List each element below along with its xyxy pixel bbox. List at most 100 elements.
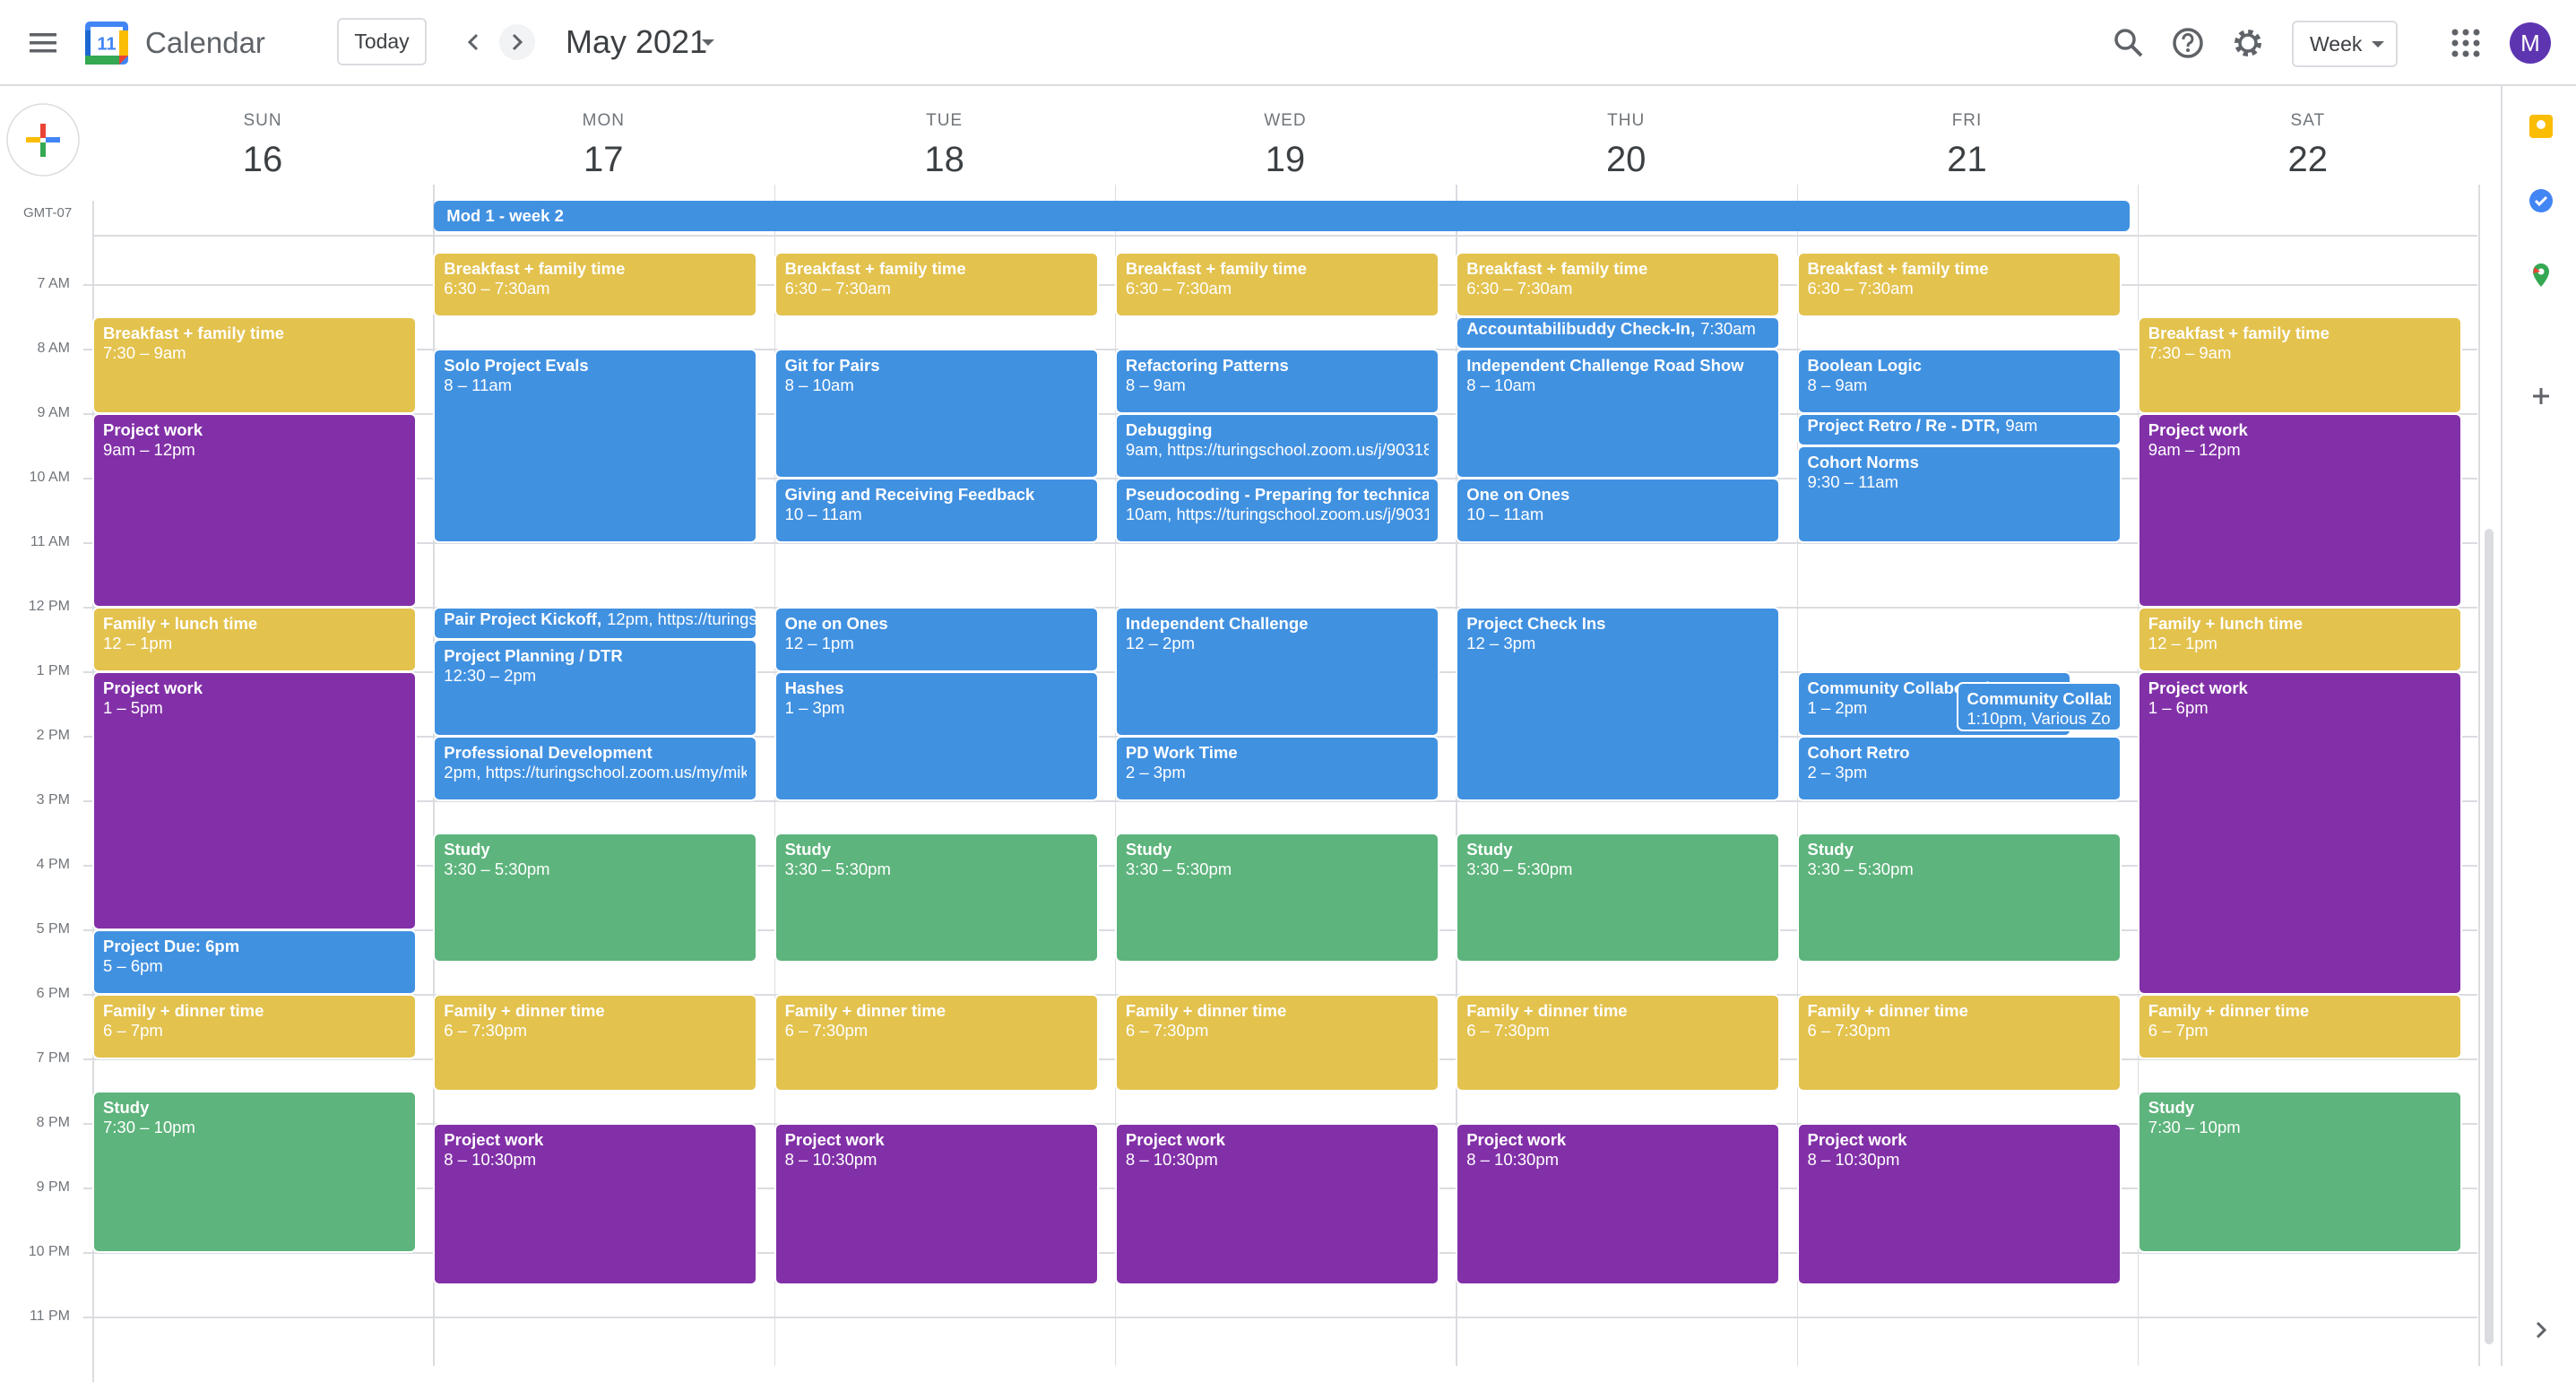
event[interactable]: Breakfast + family time 6:30 – 7:30am xyxy=(1114,252,1439,317)
event-title: Project Check Ins xyxy=(1466,614,1606,633)
event-time: 8 – 10:30pm xyxy=(1466,1150,1560,1169)
event[interactable]: Boolean Logic 8 – 9am xyxy=(1796,349,2122,414)
event-title: Solo Project Evals xyxy=(444,356,589,375)
event-title: Debugging xyxy=(1125,420,1213,439)
event[interactable]: Pseudocoding - Preparing for technical i… xyxy=(1114,478,1439,543)
period-dropdown[interactable] xyxy=(699,34,717,52)
event[interactable]: Family + lunch time 12 – 1pm xyxy=(92,607,417,672)
event[interactable]: Breakfast + family time 6:30 – 7:30am xyxy=(1796,252,2122,317)
event[interactable]: Breakfast + family time 7:30 – 9am xyxy=(92,316,417,414)
event[interactable]: One on Ones 10 – 11am xyxy=(1456,478,1781,543)
event[interactable]: Project work 8 – 10:30pm xyxy=(1796,1123,2122,1285)
day-date[interactable]: 16 xyxy=(242,140,283,179)
event[interactable]: Project Retro / Re - DTR, 9am xyxy=(1796,413,2122,446)
day-date[interactable]: 19 xyxy=(1265,140,1306,179)
hour-label: 11 PM xyxy=(29,1309,70,1324)
event[interactable]: Cohort Retro 2 – 3pm xyxy=(1796,736,2122,801)
event[interactable]: Debugging 9am, https://turingschool.zoom.… xyxy=(1114,413,1439,479)
event[interactable]: Breakfast + family time 6:30 – 7:30am xyxy=(774,252,1099,317)
event[interactable]: Study 3:30 – 5:30pm xyxy=(1456,833,1781,963)
event[interactable]: Professional Development 2pm, https://tur… xyxy=(433,736,758,801)
event[interactable]: Independent Challenge Road Show 8 – 10am xyxy=(1456,349,1781,479)
event[interactable]: Project work 8 – 10:30pm xyxy=(774,1123,1099,1285)
view-dropdown[interactable] xyxy=(2369,36,2387,54)
day-date[interactable]: 21 xyxy=(1947,140,1987,179)
event[interactable]: Git for Pairs 8 – 10am xyxy=(774,349,1099,479)
event-title: Project Retro / Re - DTR, xyxy=(1807,416,2001,435)
event[interactable]: Project work 1 – 6pm xyxy=(2137,671,2462,995)
event[interactable]: Project work 8 – 10:30pm xyxy=(1456,1123,1781,1285)
prev-button[interactable] xyxy=(455,24,491,60)
event[interactable]: Family + dinner time 6 – 7:30pm xyxy=(1114,994,1439,1092)
event-time: 8 – 10am xyxy=(1466,376,1536,394)
keep-icon[interactable] xyxy=(2528,113,2554,140)
event-time: 8 – 11am xyxy=(444,376,513,394)
day-date[interactable]: 18 xyxy=(924,140,964,179)
event[interactable]: One on Ones 12 – 1pm xyxy=(774,607,1099,672)
event[interactable]: PD Work Time 2 – 3pm xyxy=(1114,736,1439,801)
scrollbar[interactable] xyxy=(2485,529,2494,1344)
event[interactable]: Family + dinner time 6 – 7:30pm xyxy=(774,994,1099,1092)
event[interactable]: Project work 9am – 12pm xyxy=(2137,413,2462,608)
event[interactable]: Cohort Norms 9:30 – 11am xyxy=(1796,445,2122,543)
event[interactable]: Project work 9am – 12pm xyxy=(92,413,417,608)
event[interactable]: Project Check Ins 12 – 3pm xyxy=(1456,607,1781,801)
apps-button[interactable] xyxy=(2450,27,2482,59)
next-button[interactable] xyxy=(499,24,535,60)
event[interactable]: Breakfast + family time 6:30 – 7:30am xyxy=(1456,252,1781,317)
event[interactable]: Family + lunch time 12 – 1pm xyxy=(2137,607,2462,672)
event-time: 12pm, https://turingsc xyxy=(607,609,758,628)
hour-label: 1 PM xyxy=(36,663,70,678)
app-logo[interactable]: 11 xyxy=(85,22,128,65)
event[interactable]: Family + dinner time 6 – 7:30pm xyxy=(1456,994,1781,1092)
event[interactable]: Family + dinner time 6 – 7pm xyxy=(92,994,417,1059)
event[interactable]: Project work 8 – 10:30pm xyxy=(433,1123,758,1285)
event[interactable]: Solo Project Evals 8 – 11am xyxy=(433,349,758,543)
expand-panel[interactable] xyxy=(2529,1318,2553,1342)
create-button[interactable] xyxy=(4,100,82,179)
event[interactable]: Project work 8 – 10:30pm xyxy=(1114,1123,1439,1285)
hour-label: 7 AM xyxy=(37,276,70,291)
event[interactable]: Breakfast + family time 6:30 – 7:30am xyxy=(433,252,758,317)
event[interactable]: Hashes 1 – 3pm xyxy=(774,671,1099,801)
event[interactable]: Family + dinner time 6 – 7pm xyxy=(2137,994,2462,1059)
all-day-event[interactable]: Mod 1 - week 2 xyxy=(434,201,2130,231)
day-of-week: TUE xyxy=(926,111,964,130)
tasks-icon[interactable] xyxy=(2528,187,2554,214)
event-time: 7:30am xyxy=(1700,319,1756,338)
maps-icon[interactable] xyxy=(2528,262,2554,289)
event[interactable]: Pair Project Kickoff, 12pm, https://turin… xyxy=(433,607,758,640)
event[interactable]: Giving and Receiving Feedback 10 – 11am xyxy=(774,478,1099,543)
menu-button[interactable] xyxy=(27,27,59,59)
event[interactable]: Study 3:30 – 5:30pm xyxy=(1114,833,1439,963)
event[interactable]: Study 3:30 – 5:30pm xyxy=(1796,833,2122,963)
search-button[interactable] xyxy=(2111,25,2147,61)
event[interactable]: Project work 1 – 5pm xyxy=(92,671,417,930)
event[interactable]: Project Planning / DTR 12:30 – 2pm xyxy=(433,639,758,737)
event[interactable]: Accountabilibuddy Check-In, 7:30am xyxy=(1456,316,1781,350)
event-title: Project work xyxy=(444,1130,544,1149)
event[interactable]: Study 3:30 – 5:30pm xyxy=(774,833,1099,963)
event[interactable]: Study 7:30 – 10pm xyxy=(92,1091,417,1253)
event[interactable]: Independent Challenge 12 – 2pm xyxy=(1114,607,1439,737)
event[interactable]: Study 7:30 – 10pm xyxy=(2137,1091,2462,1253)
event[interactable]: Study 3:30 – 5:30pm xyxy=(433,833,758,963)
day-date[interactable]: 22 xyxy=(2287,140,2329,179)
today-button[interactable]: Today xyxy=(337,18,427,65)
avatar[interactable]: M xyxy=(2510,22,2551,64)
help-button[interactable] xyxy=(2170,25,2206,61)
event[interactable]: Family + dinner time 6 – 7:30pm xyxy=(1796,994,2122,1092)
column-line xyxy=(2478,185,2480,1366)
day-date[interactable]: 20 xyxy=(1605,140,1647,179)
view-button[interactable]: Week xyxy=(2292,21,2398,67)
event[interactable]: Project Due: 6pm 5 – 6pm xyxy=(92,929,417,995)
event[interactable]: Family + dinner time 6 – 7:30pm xyxy=(433,994,758,1092)
period-label[interactable]: May 2021 xyxy=(566,23,708,60)
event[interactable]: Breakfast + family time 7:30 – 9am xyxy=(2137,316,2462,414)
event-title: Study xyxy=(103,1098,150,1117)
event[interactable]: Refactoring Patterns 8 – 9am xyxy=(1114,349,1439,414)
settings-button[interactable] xyxy=(2230,25,2266,61)
day-date[interactable]: 17 xyxy=(583,140,624,179)
add-addon[interactable] xyxy=(2528,383,2554,410)
